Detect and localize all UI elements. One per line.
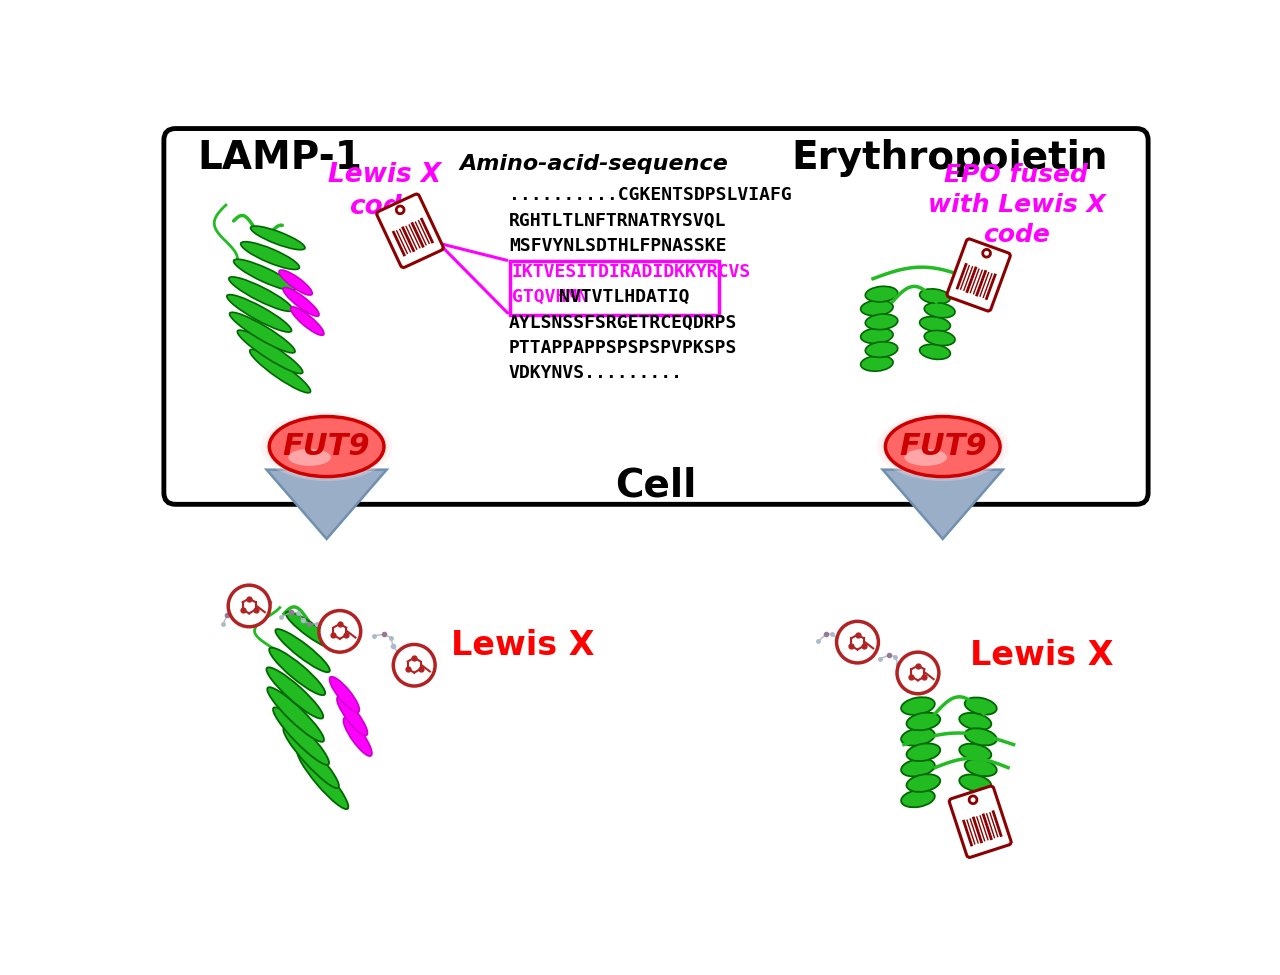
Ellipse shape [906, 743, 941, 761]
Text: AYLSNSSFSRGETRCEQDRPS: AYLSNSSFSRGETRCEQDRPS [508, 313, 737, 332]
Ellipse shape [901, 790, 934, 807]
Ellipse shape [265, 414, 389, 479]
Text: GTQVHMN: GTQVHMN [512, 288, 588, 306]
FancyBboxPatch shape [164, 129, 1148, 504]
Polygon shape [266, 470, 387, 539]
Text: NVTVTLHDATIQ: NVTVTLHDATIQ [558, 288, 689, 306]
Text: EPO fused
with Lewis X
code: EPO fused with Lewis X code [928, 163, 1105, 247]
Text: LAMP-1: LAMP-1 [197, 138, 362, 176]
Ellipse shape [285, 611, 337, 649]
Circle shape [319, 610, 361, 652]
Ellipse shape [901, 759, 934, 776]
Ellipse shape [905, 448, 947, 466]
Ellipse shape [959, 774, 991, 792]
Text: Lewis X
code: Lewis X code [328, 162, 442, 219]
Ellipse shape [965, 728, 997, 746]
Ellipse shape [283, 288, 319, 316]
FancyBboxPatch shape [950, 786, 1011, 857]
Ellipse shape [901, 697, 934, 715]
Ellipse shape [275, 629, 330, 672]
Ellipse shape [924, 331, 955, 345]
Text: Cell: Cell [616, 466, 696, 504]
Ellipse shape [919, 344, 950, 360]
Text: FUT9: FUT9 [283, 432, 370, 461]
Circle shape [837, 621, 878, 663]
Bar [509, 261, 719, 315]
Ellipse shape [273, 707, 329, 764]
Ellipse shape [329, 677, 360, 713]
Ellipse shape [881, 414, 1005, 479]
Ellipse shape [250, 349, 311, 393]
Text: Lewis X: Lewis X [970, 639, 1114, 672]
Ellipse shape [877, 412, 1009, 481]
Ellipse shape [919, 317, 950, 332]
Bar [297, 470, 356, 475]
Text: MSFVYNLSDTHLFPNASSKE: MSFVYNLSDTHLFPNASSKE [508, 237, 726, 255]
Ellipse shape [924, 302, 955, 318]
Ellipse shape [251, 226, 305, 250]
Text: FUT9: FUT9 [899, 432, 987, 461]
Ellipse shape [297, 750, 348, 809]
Ellipse shape [965, 760, 997, 776]
Ellipse shape [229, 312, 296, 353]
Ellipse shape [283, 727, 339, 788]
Ellipse shape [865, 342, 897, 358]
Circle shape [969, 796, 977, 803]
Ellipse shape [959, 713, 991, 730]
Text: PTTAPPAPPSPSPSPVPKSPS: PTTAPPAPPSPSPSPVPKSPS [508, 338, 737, 357]
Ellipse shape [860, 328, 893, 343]
Ellipse shape [886, 416, 1000, 477]
Ellipse shape [906, 774, 941, 792]
Ellipse shape [279, 270, 312, 295]
Ellipse shape [269, 647, 325, 695]
Ellipse shape [229, 277, 293, 311]
Ellipse shape [261, 412, 393, 481]
Text: VDKYNVS.........: VDKYNVS......... [508, 365, 682, 382]
Text: IKTVESITDIRADIDKKYRCVS: IKTVESITDIRADIDKKYRCVS [512, 262, 751, 281]
Ellipse shape [233, 259, 296, 291]
Ellipse shape [865, 314, 897, 330]
Ellipse shape [860, 300, 893, 316]
Ellipse shape [266, 667, 324, 719]
Ellipse shape [919, 289, 950, 304]
Ellipse shape [269, 416, 384, 477]
Ellipse shape [906, 713, 941, 730]
Ellipse shape [241, 242, 300, 269]
FancyBboxPatch shape [376, 194, 443, 267]
Ellipse shape [288, 448, 332, 466]
Ellipse shape [865, 287, 897, 302]
Text: ..........CGKENTSDPSLVIAFG: ..........CGKENTSDPSLVIAFG [508, 186, 791, 205]
Ellipse shape [965, 697, 997, 715]
Circle shape [897, 652, 938, 694]
Bar [914, 470, 972, 475]
Text: Erythropoietin: Erythropoietin [791, 138, 1108, 176]
Circle shape [397, 206, 404, 214]
Text: RGHTLTLNFTRNATRYSVQL: RGHTLTLNFTRNATRYSVQL [508, 212, 726, 230]
Text: Amino-acid-sequence: Amino-acid-sequence [460, 154, 728, 174]
Ellipse shape [227, 294, 292, 332]
Ellipse shape [337, 697, 367, 735]
Ellipse shape [291, 307, 324, 335]
Ellipse shape [901, 728, 934, 746]
Ellipse shape [886, 416, 1000, 477]
Ellipse shape [959, 744, 991, 760]
Circle shape [393, 644, 435, 686]
Circle shape [228, 585, 270, 627]
Circle shape [983, 250, 991, 257]
Text: Lewis X: Lewis X [451, 629, 594, 662]
Ellipse shape [860, 356, 893, 371]
FancyBboxPatch shape [947, 239, 1010, 311]
Ellipse shape [237, 331, 303, 373]
Ellipse shape [268, 687, 324, 742]
Polygon shape [883, 470, 1002, 539]
Ellipse shape [269, 416, 384, 477]
Ellipse shape [343, 718, 372, 756]
